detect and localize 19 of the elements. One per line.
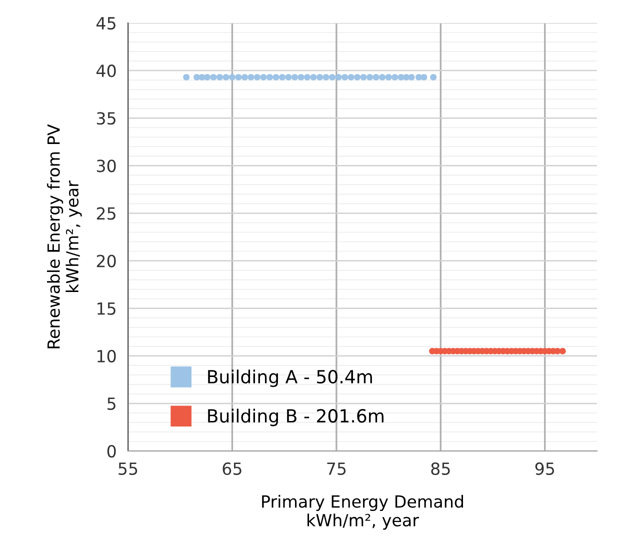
legend-label: Building B - 201.6m <box>208 408 384 426</box>
y-tick-label: 10 <box>98 350 116 362</box>
x-axis-title: Primary Energy Demand kWh/m², year <box>262 494 463 530</box>
x-tick-label: 55 <box>118 462 138 476</box>
x-tick-label: 65 <box>222 462 242 476</box>
y-tick-label: 40 <box>96 64 116 78</box>
y-tick-label: 25 <box>96 207 116 220</box>
y-tick-label: 20 <box>96 254 116 268</box>
x-tick-label: 85 <box>431 462 450 476</box>
y-tick-label: 35 <box>96 112 116 125</box>
x-tick-label: 95 <box>535 462 554 476</box>
y-tick-label: 5 <box>108 398 116 410</box>
y-tick-label: 30 <box>96 160 116 172</box>
y-axis-title: Renewable Energy from PV kWh/m², year <box>47 124 82 348</box>
y-tick-label: 0 <box>107 444 116 458</box>
y-tick-label: 15 <box>98 302 116 315</box>
x-tick-label: 75 <box>327 462 346 476</box>
legend-label: Building A - 50.4m <box>208 370 372 388</box>
y-tick-label: 45 <box>96 17 116 30</box>
